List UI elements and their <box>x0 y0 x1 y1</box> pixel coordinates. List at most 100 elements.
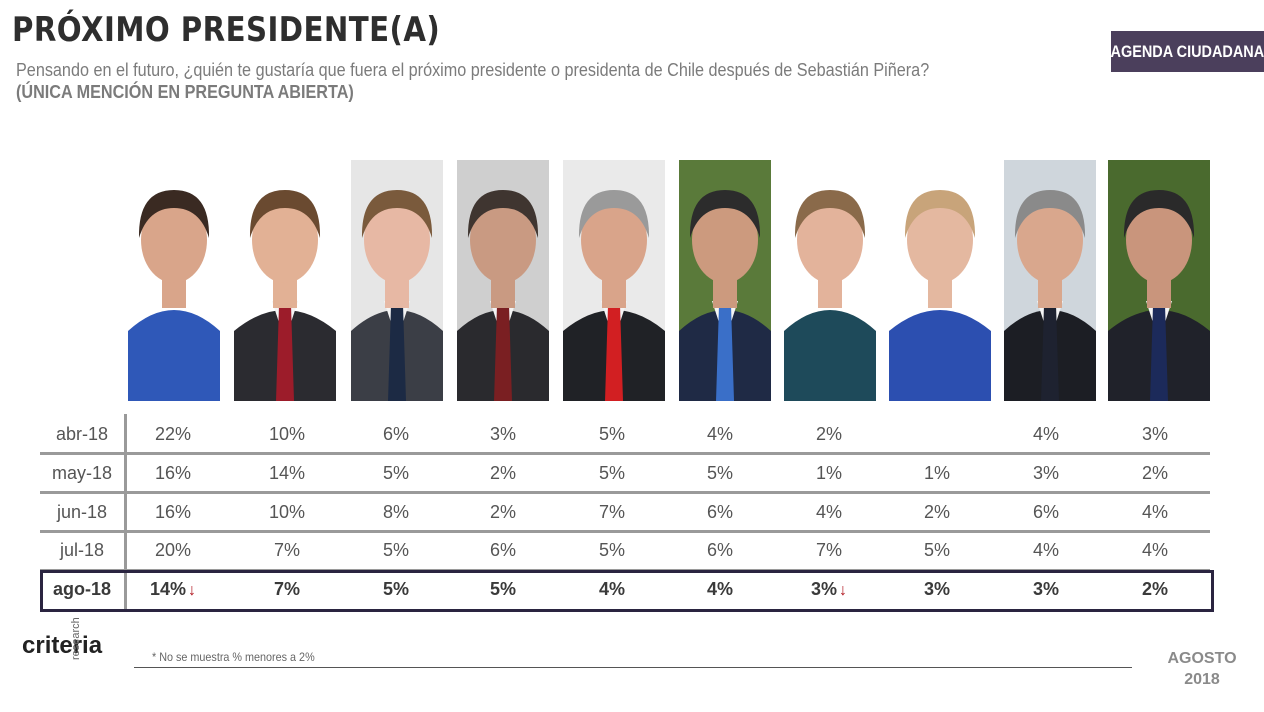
photo-face <box>470 197 536 283</box>
table-cell: 1% <box>794 463 864 484</box>
cell-value: 20% <box>154 540 192 560</box>
cell-value: 5% <box>382 463 409 483</box>
footer-divider <box>134 667 1132 668</box>
cell-value: 3% <box>1032 579 1059 599</box>
cell-value: 10% <box>268 502 306 522</box>
cell-value: 1% <box>815 463 842 483</box>
cell-value: 6% <box>1032 502 1059 522</box>
cell-value: 5% <box>598 424 625 444</box>
candidate-photo-6 <box>679 160 771 401</box>
highlight-row-box <box>40 570 1214 612</box>
table-cell: 5% <box>361 579 431 600</box>
photo-torso <box>784 310 876 401</box>
section-badge-label: AGENDA CIUDADANA <box>1110 41 1264 61</box>
table-cell: 5% <box>468 579 538 600</box>
cell-value: 3% <box>1032 463 1059 483</box>
question-text: Pensando en el futuro, ¿quién te gustarí… <box>16 60 930 80</box>
row-label: jun-18 <box>56 502 108 522</box>
photo-hair <box>1014 190 1086 238</box>
page-title: PRÓXIMO PRESIDENTE(A) <box>12 10 441 50</box>
cell-value: 14% <box>149 579 187 599</box>
cell-value: 14% <box>268 463 306 483</box>
table-cell: 7% <box>794 540 864 561</box>
table-cell: 22% <box>138 424 208 445</box>
table-cell: 6% <box>685 540 755 561</box>
cell-value: 5% <box>923 540 950 560</box>
cell-value: 4% <box>706 579 733 599</box>
table-cell: 2% <box>1120 463 1190 484</box>
cell-value: 2% <box>1141 463 1168 483</box>
cell-value: 2% <box>815 424 842 444</box>
table-cell: 4% <box>1120 502 1190 523</box>
table-row-divider <box>40 491 1210 494</box>
photo-face <box>141 197 207 283</box>
photo-hair <box>361 190 433 238</box>
candidate-photo-10 <box>1108 160 1210 401</box>
cell-value: 5% <box>598 540 625 560</box>
cell-value: 2% <box>489 463 516 483</box>
table-cell: 10% <box>252 424 322 445</box>
table-cell: 8% <box>361 502 431 523</box>
candidate-photo-2 <box>234 160 336 401</box>
table-cell: 14% <box>252 463 322 484</box>
table-cell: 1% <box>902 463 972 484</box>
row-label: may-18 <box>51 463 113 483</box>
table-cell: 4% <box>1011 424 1081 445</box>
photo-hair <box>904 190 976 238</box>
cell-value: 3% <box>1141 424 1168 444</box>
table-cell: 7% <box>577 502 647 523</box>
table-cell: 3% <box>1011 463 1081 484</box>
photo-tie <box>276 305 294 401</box>
cell-value: 4% <box>706 424 733 444</box>
table-cell: 10% <box>252 502 322 523</box>
photo-hair <box>578 190 650 238</box>
photo-tie <box>716 305 734 401</box>
table-vertical-divider <box>124 414 127 610</box>
photo-tie <box>388 305 406 401</box>
photo-torso <box>889 310 991 401</box>
cell-value: 4% <box>598 579 625 599</box>
criteria-logo: criteria <box>22 632 103 659</box>
photo-hair <box>689 190 761 238</box>
photo-hair <box>1123 190 1195 238</box>
table-cell: 4% <box>1011 540 1081 561</box>
table-cell: 5% <box>902 540 972 561</box>
photo-hair <box>467 190 539 238</box>
table-cell: 4% <box>685 579 755 600</box>
photo-tie <box>1041 305 1059 401</box>
cell-value: 5% <box>382 579 409 599</box>
down-arrow-icon: ↓ <box>839 582 847 599</box>
cell-value: 3% <box>810 579 837 599</box>
table-cell: 3% <box>902 579 972 600</box>
cell-value: 5% <box>598 463 625 483</box>
table-cell: 6% <box>685 502 755 523</box>
table-cell: 2% <box>1120 579 1190 600</box>
cell-value: 2% <box>1141 579 1168 599</box>
table-cell: 5% <box>577 463 647 484</box>
cell-value: 6% <box>489 540 516 560</box>
cell-value: 5% <box>489 579 516 599</box>
footnote: * No se muestra % menores a 2% <box>152 650 315 664</box>
cell-value: 10% <box>268 424 306 444</box>
cell-value: 2% <box>489 502 516 522</box>
table-cell: 7% <box>252 579 322 600</box>
cell-value: 7% <box>273 540 300 560</box>
photo-face <box>364 197 430 283</box>
cell-value: 3% <box>923 579 950 599</box>
table-cell: 4% <box>1120 540 1190 561</box>
cell-value: 4% <box>1032 540 1059 560</box>
cell-value: 4% <box>1141 540 1168 560</box>
photo-tie <box>605 305 623 401</box>
table-cell: 3% <box>1011 579 1081 600</box>
candidate-photo-1 <box>128 160 220 401</box>
photo-face <box>1017 197 1083 283</box>
candidate-photo-4 <box>457 160 549 401</box>
cell-value: 16% <box>154 502 192 522</box>
report-date: AGOSTO 2018 <box>1162 648 1242 690</box>
cell-value: 5% <box>706 463 733 483</box>
table-cell: 4% <box>794 502 864 523</box>
table-cell: 4% <box>685 424 755 445</box>
cell-value: 2% <box>923 502 950 522</box>
candidate-photo-8 <box>889 160 991 401</box>
down-arrow-icon: ↓ <box>188 582 197 599</box>
